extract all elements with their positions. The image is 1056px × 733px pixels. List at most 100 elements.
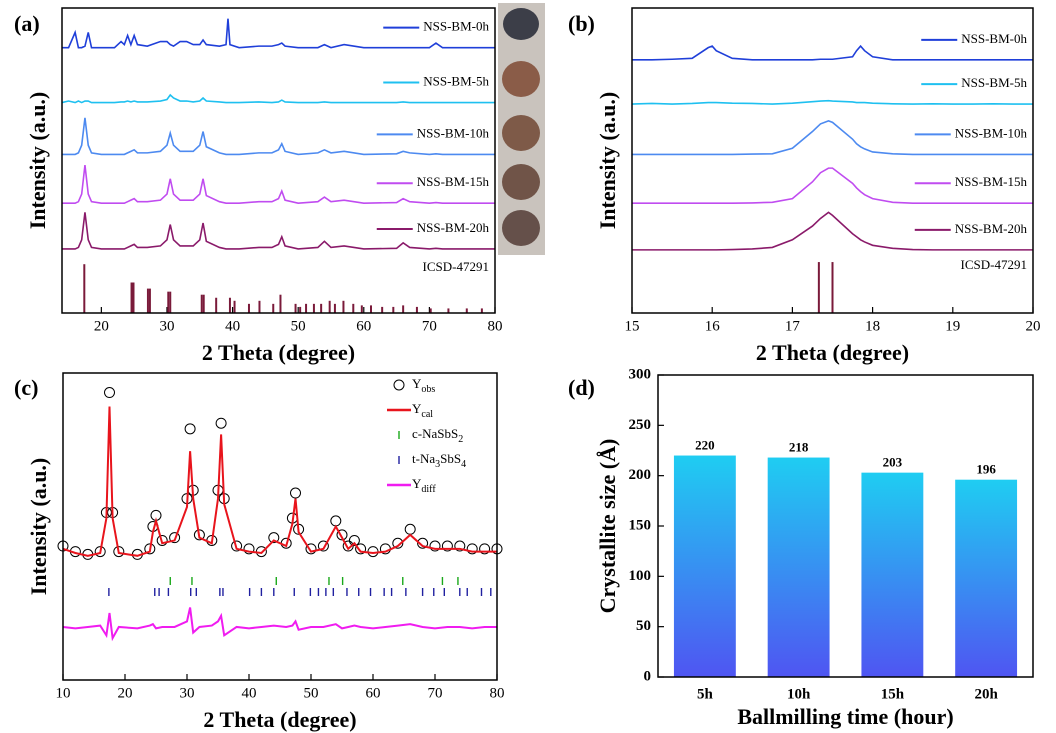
label-part: Y (412, 376, 422, 391)
observed-point (342, 540, 354, 552)
label-part: Y (412, 476, 422, 491)
bar (673, 455, 736, 677)
series-line (632, 211, 1033, 251)
observed-point (441, 540, 453, 552)
legend-label: Ycal (412, 401, 433, 420)
legend-label: NSS-BM-5h (961, 75, 1027, 90)
legend-label: Ydiff (412, 476, 436, 495)
observed-point (290, 487, 301, 499)
series-line (632, 44, 1033, 61)
x-tick-label: 15 (625, 318, 640, 334)
observed-point (330, 515, 342, 527)
x-tick-label: 50 (291, 318, 306, 334)
y-axis-title: Intensity (a.u.) (25, 92, 50, 230)
plot-frame (657, 374, 1034, 678)
observed-point (268, 532, 280, 544)
y-axis-title: Crystallite size (Å) (595, 439, 620, 614)
observed-point (113, 546, 125, 558)
x-tick-label: 60 (356, 318, 371, 334)
legend-label: NSS-BM-5h (423, 74, 489, 89)
observed-point (231, 540, 243, 552)
sample-swatch (502, 164, 540, 200)
panel-label: (d) (568, 375, 595, 400)
series-line (632, 119, 1033, 156)
observed-point (336, 529, 348, 541)
observed-point (215, 417, 227, 429)
observed-point (144, 543, 156, 555)
y-tick-label: 50 (636, 618, 651, 634)
series-line (61, 93, 495, 104)
legend-label: NSS-BM-15h (955, 174, 1028, 189)
series-line (62, 212, 495, 250)
x-tick-label: 80 (488, 318, 503, 334)
y-axis-title: Intensity (a.u.) (595, 92, 620, 230)
observed-point (305, 543, 317, 555)
x-tick-label: 16 (705, 318, 721, 334)
reference-label: ICSD-47291 (423, 259, 489, 274)
x-tick-label: 40 (242, 685, 257, 701)
legend-label: NSS-BM-20h (417, 220, 490, 235)
series-line (62, 406, 497, 557)
sample-swatch (502, 61, 540, 97)
label-part: SbS (440, 451, 461, 466)
x-axis-title: 2 Theta (degree) (203, 707, 356, 732)
sample-swatch (502, 115, 540, 151)
label-part: 2 (458, 434, 463, 445)
observed-point (466, 543, 478, 555)
x-tick-label: 18 (865, 318, 880, 334)
reference-label: ICSD-47291 (961, 257, 1027, 272)
label-part: 3 (435, 459, 440, 470)
label-part: Y (412, 401, 422, 416)
observed-point (94, 546, 106, 558)
y-tick-label: 0 (644, 668, 652, 684)
x-tick-label: 20 (94, 318, 109, 334)
x-tick-label: 19 (945, 318, 960, 334)
legend-label: NSS-BM-10h (955, 125, 1028, 140)
legend-label: NSS-BM-20h (955, 221, 1028, 236)
legend-label: NSS-BM-0h (961, 31, 1027, 46)
value-label: 203 (883, 455, 903, 470)
value-label: 218 (789, 440, 809, 455)
bar (955, 479, 1018, 677)
label-part: c-NaSbS (412, 426, 458, 441)
legend-label: c-NaSbS2 (412, 426, 463, 445)
value-label: 220 (695, 438, 715, 453)
observed-point (429, 540, 441, 552)
observed-point (193, 529, 205, 541)
label-part: obs (421, 384, 435, 395)
x-tick-label: 30 (159, 318, 174, 334)
x-axis-title: Ballmilling time (hour) (737, 704, 953, 729)
x-tick-label: 70 (422, 318, 437, 334)
legend-label: NSS-BM-10h (417, 125, 490, 140)
observed-point (479, 543, 491, 555)
y-tick-label: 100 (629, 568, 652, 584)
label-part: diff (421, 484, 436, 495)
x-tick-label: 20 (1026, 318, 1041, 334)
series-line (62, 18, 495, 49)
x-tick-label: 30 (180, 685, 195, 701)
observed-point (317, 540, 329, 552)
x-tick-label: 70 (428, 685, 443, 701)
series-line (62, 164, 495, 205)
x-tick-label: 10h (787, 686, 811, 702)
x-tick-label: 10 (56, 685, 71, 701)
observed-point (243, 543, 255, 555)
series-line (62, 607, 497, 642)
legend-label: t-Na3SbS4 (412, 451, 466, 470)
observed-point (348, 534, 360, 546)
panel-label: (a) (14, 11, 40, 36)
x-tick-label: 15h (881, 686, 905, 702)
observed-point (104, 387, 115, 399)
y-tick-label: 200 (629, 467, 652, 483)
observed-point (417, 537, 429, 549)
observed-point (454, 540, 466, 552)
series-line (631, 99, 1033, 105)
x-tick-label: 20 (118, 685, 133, 701)
observed-point (169, 532, 181, 544)
bar (861, 472, 924, 677)
legend-label: Yobs (412, 376, 435, 395)
series-line (632, 167, 1033, 204)
x-tick-label: 5h (697, 686, 714, 702)
observed-point (184, 423, 196, 435)
x-axis-title: 2 Theta (degree) (756, 340, 909, 365)
